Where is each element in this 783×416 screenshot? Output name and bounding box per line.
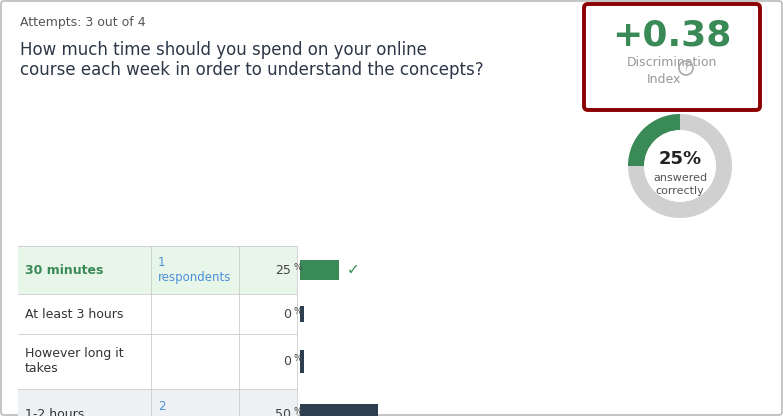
Text: How much time should you spend on your online: How much time should you spend on your o… [20,41,427,59]
Bar [300,350,304,373]
FancyBboxPatch shape [584,4,760,110]
Bar [18,246,297,294]
Text: %: % [293,408,301,416]
Bar [300,404,377,416]
Text: course each week in order to understand the concepts?: course each week in order to understand … [20,61,484,79]
Bar [300,306,304,322]
Text: ?: ? [684,63,688,73]
Wedge shape [628,114,732,218]
Bar [300,260,339,280]
Text: 0: 0 [283,355,291,368]
Bar [18,389,297,416]
Bar [18,294,297,334]
Text: ✓: ✓ [347,262,359,277]
Text: Index: Index [647,73,681,86]
Bar [18,334,297,389]
Text: %: % [293,354,301,363]
Text: %: % [293,307,301,315]
Text: 50: 50 [275,409,291,416]
Text: Discrimination: Discrimination [627,56,717,69]
Text: answered
correctly: answered correctly [653,173,707,196]
Text: %: % [293,262,301,272]
Wedge shape [628,114,680,166]
Text: 0: 0 [283,307,291,320]
Text: At least 3 hours: At least 3 hours [25,307,124,320]
Text: 30 minutes: 30 minutes [25,263,103,277]
Text: 2
respondents: 2 respondents [158,401,231,416]
Text: 25: 25 [275,263,291,277]
Text: 1-2 hours: 1-2 hours [25,409,85,416]
Circle shape [645,131,715,201]
Text: 1
respondents: 1 respondents [158,255,231,285]
Text: +0.38: +0.38 [612,18,731,52]
Text: Attempts: 3 out of 4: Attempts: 3 out of 4 [20,16,146,29]
Text: However long it
takes: However long it takes [25,347,124,376]
Text: 25%: 25% [659,150,702,168]
